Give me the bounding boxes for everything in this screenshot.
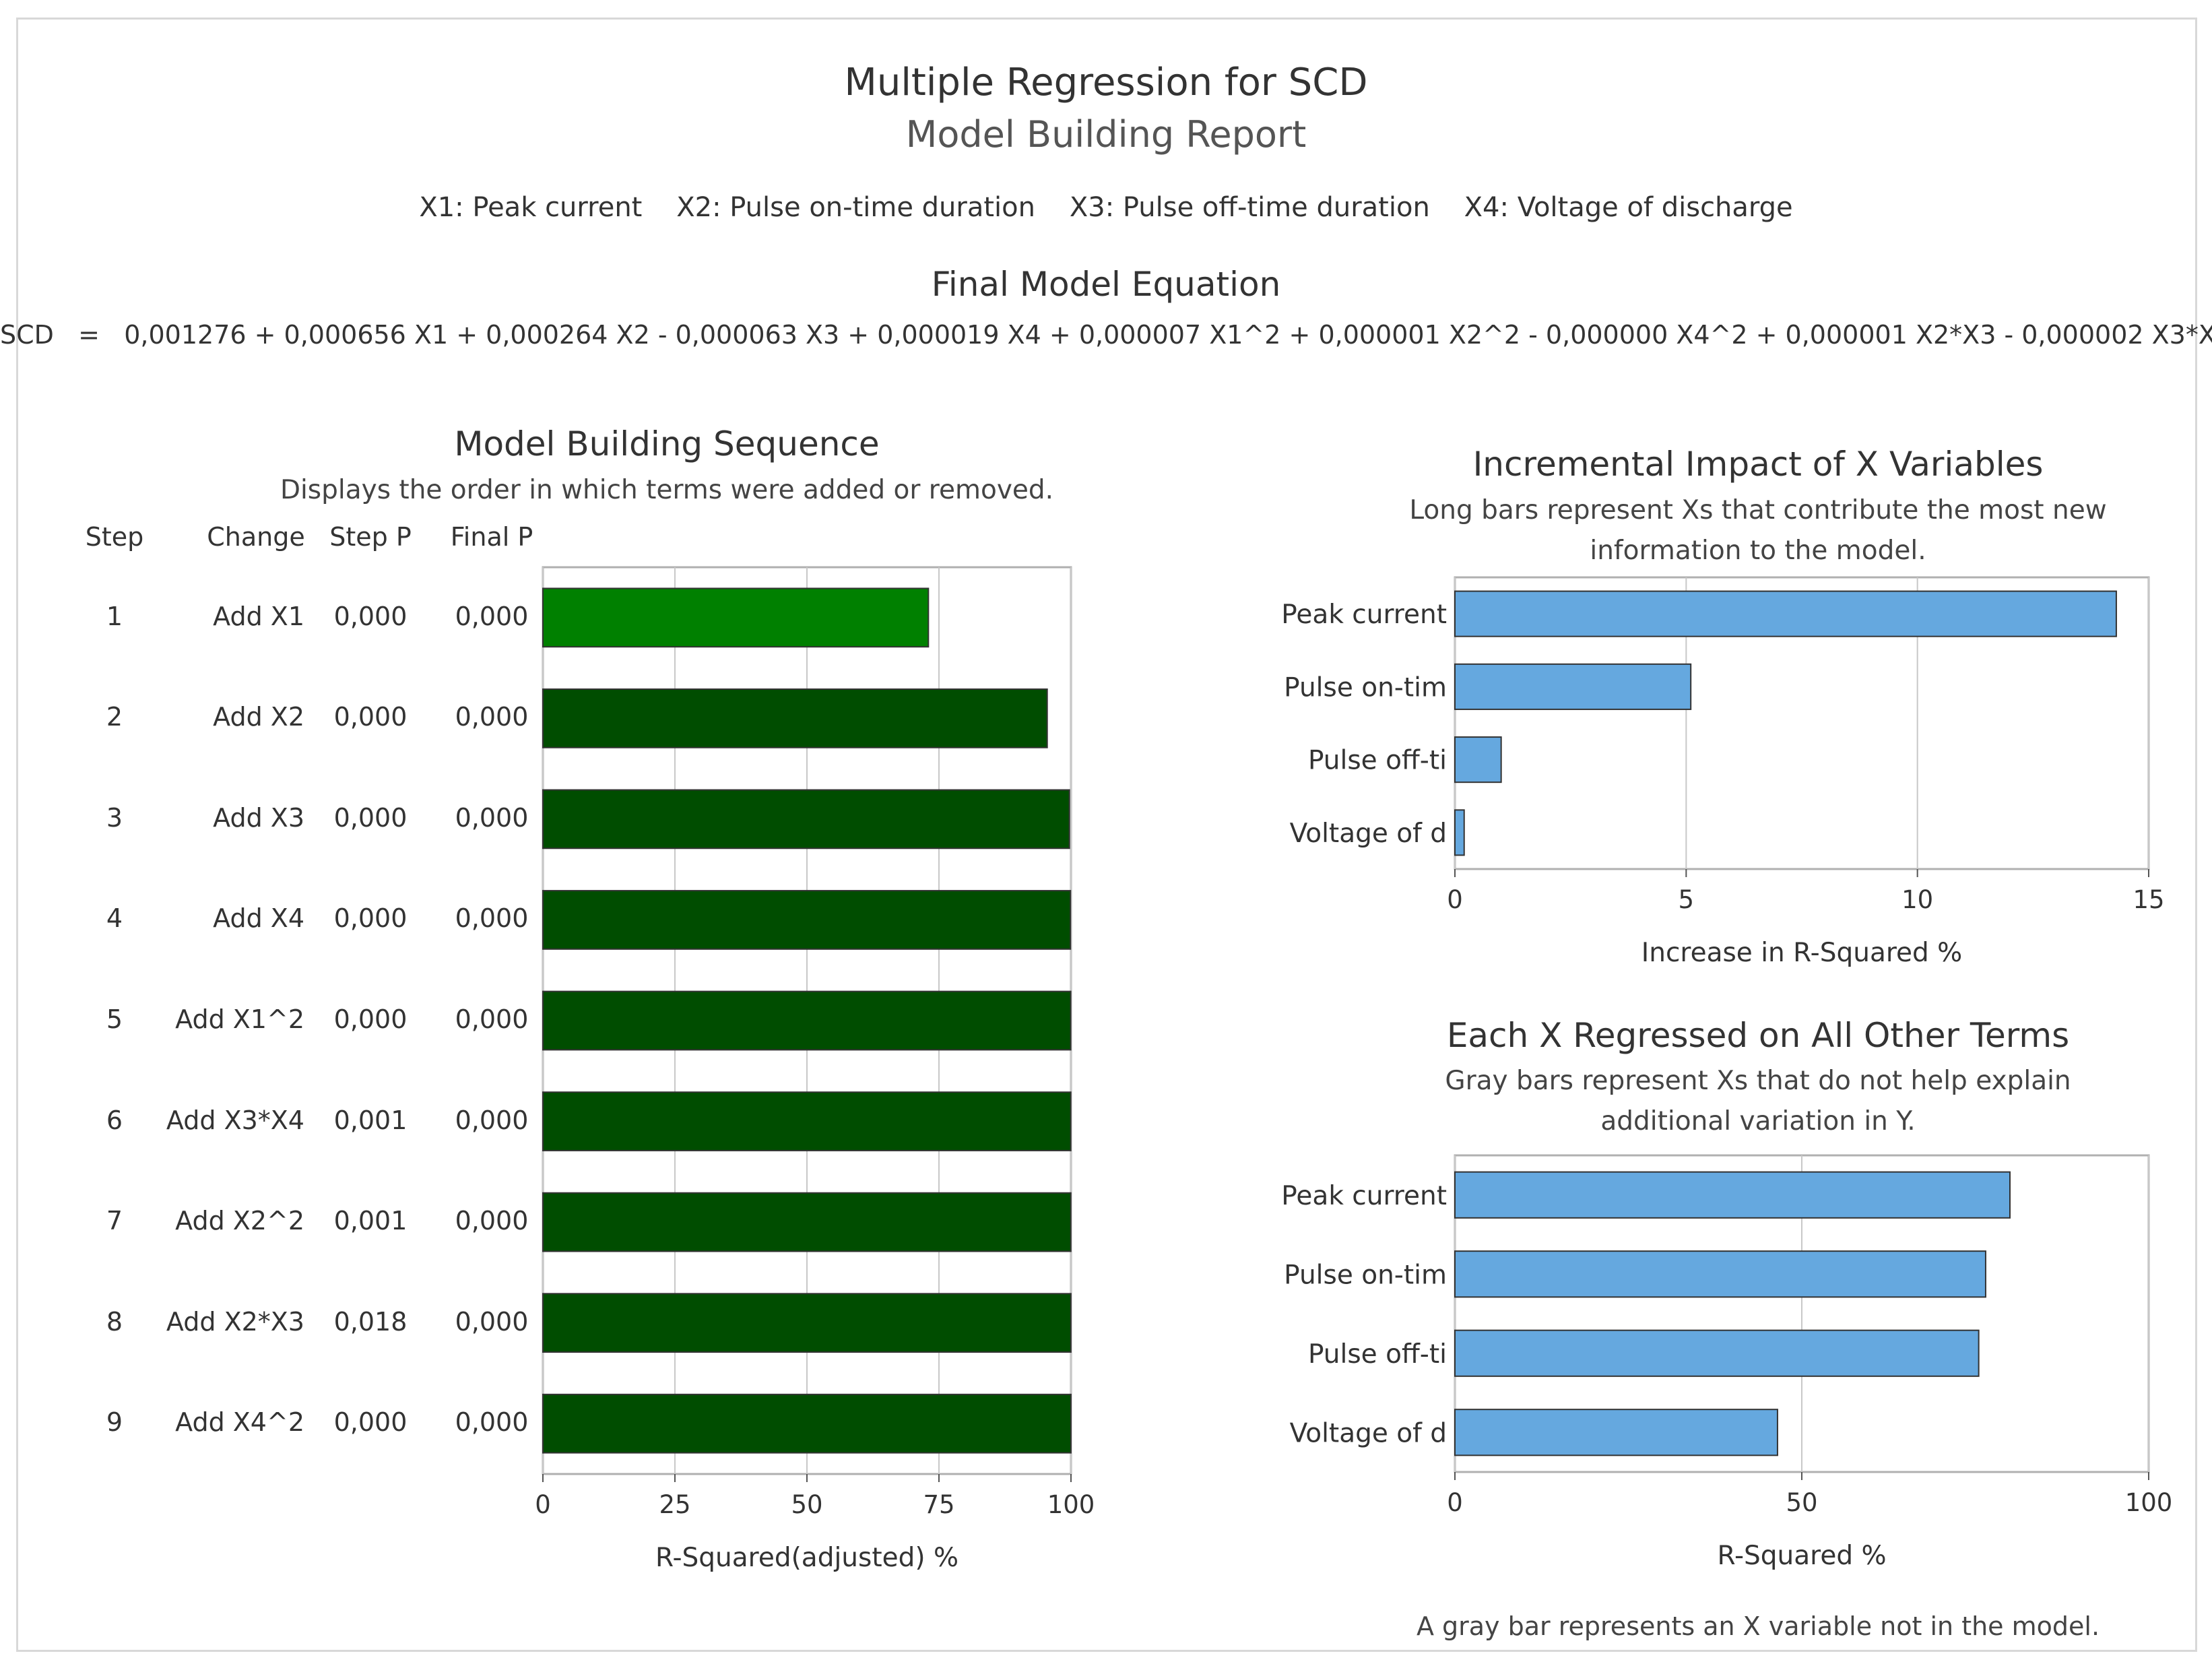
bar (542, 587, 930, 648)
x-tick-label: 75 (923, 1490, 954, 1519)
sequence-cell-final-p: 0,000 (455, 803, 529, 833)
final-model-equation: SCD = 0,001276 + 0,000656 X1 + 0,000264 … (0, 320, 2212, 350)
bar (1454, 1250, 1986, 1298)
bar (542, 1192, 1072, 1252)
sequence-cell-step-p: 0,018 (333, 1307, 408, 1337)
sequence-cell-step: 9 (106, 1407, 123, 1437)
bar (1454, 1409, 1778, 1456)
header-change: Change (207, 522, 305, 552)
variable-legend: X1: Peak current X2: Pulse on-time durat… (419, 192, 1793, 223)
sequence-cell-step: 1 (106, 602, 123, 631)
sequence-cell-change: Add X2*X3 (166, 1307, 304, 1337)
incremental-subtitle-line1: Long bars represent Xs that contribute t… (1409, 495, 2107, 525)
sequence-cell-step: 4 (106, 903, 123, 933)
bar (542, 990, 1072, 1051)
bar (1454, 1171, 2011, 1219)
y-category-label: Peak current (1281, 600, 1447, 630)
bar (1454, 809, 1465, 856)
sequence-cell-step: 3 (106, 803, 123, 833)
sequence-cell-step-p: 0,000 (333, 1407, 408, 1437)
x-tick-label: 15 (2133, 885, 2164, 914)
sequence-cell-change: Add X2 (213, 702, 304, 732)
bar (1454, 590, 2117, 637)
header-step: Step (85, 522, 144, 552)
sequence-cell-step: 6 (106, 1106, 123, 1135)
x-tick-label: 0 (1447, 885, 1463, 914)
footnote: A gray bar represents an X variable not … (1416, 1611, 2100, 1641)
regressed-subtitle-line1: Gray bars represent Xs that do not help … (1445, 1066, 2071, 1096)
x-tick-label: 50 (1786, 1488, 1817, 1517)
y-category-label: Pulse off-ti (1308, 1339, 1447, 1370)
bar (542, 688, 1048, 748)
sequence-cell-change: Add X3*X4 (166, 1106, 304, 1135)
x-tick-label: 0 (535, 1490, 551, 1519)
bar (1454, 663, 1692, 710)
sequence-cell-final-p: 0,000 (455, 1206, 529, 1236)
sequence-subtitle: Displays the order in which terms were a… (280, 475, 1054, 505)
header-step-p: Step P (329, 522, 412, 552)
y-category-label: Pulse on-tim (1284, 672, 1447, 703)
y-category-label: Peak current (1281, 1181, 1447, 1211)
sequence-cell-step-p: 0,000 (333, 702, 408, 732)
bar (542, 1293, 1072, 1353)
y-category-label: Pulse on-tim (1284, 1260, 1447, 1290)
sequence-cell-change: Add X1^2 (175, 1004, 304, 1034)
sequence-cell-step: 8 (106, 1307, 123, 1337)
bar (542, 890, 1072, 950)
x-tick-label: 5 (1679, 885, 1695, 914)
bar (542, 789, 1070, 850)
incremental-title: Incremental Impact of X Variables (1472, 445, 2044, 484)
regressed-subtitle-line2: additional variation in Y. (1600, 1106, 1916, 1136)
equation-title: Final Model Equation (931, 265, 1281, 304)
x-tick-label: 100 (1047, 1490, 1095, 1519)
sequence-cell-step: 2 (106, 702, 123, 732)
sequence-cell-final-p: 0,000 (455, 903, 529, 933)
sequence-cell-change: Add X4 (213, 903, 304, 933)
report-title: Multiple Regression for SCD (844, 61, 1368, 104)
sequence-cell-step-p: 0,000 (333, 602, 408, 631)
bar (542, 1091, 1072, 1151)
report-subtitle: Model Building Report (905, 113, 1307, 156)
sequence-cell-final-p: 0,000 (455, 602, 529, 631)
x-tick-label: 0 (1447, 1488, 1463, 1517)
sequence-cell-change: Add X1 (213, 602, 304, 631)
bar (542, 1393, 1072, 1454)
sequence-cell-final-p: 0,000 (455, 1407, 529, 1437)
y-category-label: Pulse off-ti (1308, 746, 1447, 776)
sequence-cell-step: 5 (106, 1004, 123, 1034)
x-axis-label: R-Squared % (1717, 1541, 1886, 1571)
y-category-label: Voltage of d (1290, 819, 1447, 849)
sequence-cell-change: Add X2^2 (175, 1206, 304, 1236)
sequence-cell-step-p: 0,000 (333, 803, 408, 833)
sequence-cell-final-p: 0,000 (455, 702, 529, 732)
sequence-cell-final-p: 0,000 (455, 1307, 529, 1337)
sequence-cell-change: Add X3 (213, 803, 304, 833)
sequence-cell-final-p: 0,000 (455, 1004, 529, 1034)
x-tick-label: 10 (1901, 885, 1933, 914)
regressed-title: Each X Regressed on All Other Terms (1446, 1016, 2070, 1055)
sequence-title: Model Building Sequence (454, 424, 880, 463)
report-frame (16, 18, 2197, 1652)
sequence-cell-step-p: 0,001 (333, 1106, 408, 1135)
x-tick-label: 25 (659, 1490, 690, 1519)
bar (1454, 736, 1502, 783)
x-tick-label: 50 (791, 1490, 822, 1519)
incremental-subtitle-line2: information to the model. (1590, 536, 1926, 566)
sequence-cell-change: Add X4^2 (175, 1407, 304, 1437)
x-axis-label: R-Squared(adjusted) % (655, 1543, 958, 1573)
sequence-cell-step: 7 (106, 1206, 123, 1236)
header-final-p: Final P (450, 522, 533, 552)
x-axis-label: Increase in R-Squared % (1641, 938, 1963, 968)
sequence-cell-step-p: 0,000 (333, 1004, 408, 1034)
sequence-cell-final-p: 0,000 (455, 1106, 529, 1135)
sequence-cell-step-p: 0,001 (333, 1206, 408, 1236)
bar (1454, 1329, 1980, 1377)
sequence-cell-step-p: 0,000 (333, 903, 408, 933)
x-tick-label: 100 (2125, 1488, 2173, 1517)
y-category-label: Voltage of d (1290, 1418, 1447, 1448)
